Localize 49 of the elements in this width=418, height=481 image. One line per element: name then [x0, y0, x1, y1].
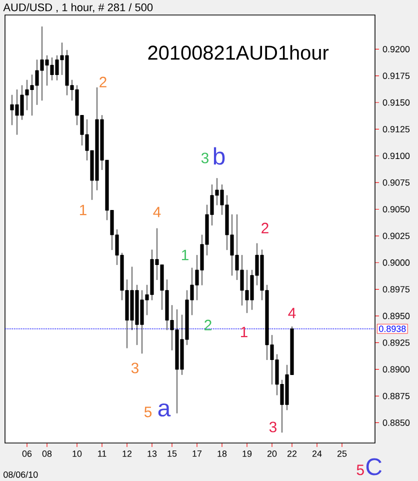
x-tick-label: 20: [267, 450, 277, 457]
x-tick-label: 24: [312, 450, 322, 457]
annotation: 5: [144, 406, 152, 418]
y-tick-label: 0.9150: [382, 99, 410, 106]
annotation: 2: [204, 320, 212, 330]
annotation: 2: [100, 76, 106, 88]
x-tick-label: 13: [148, 450, 157, 457]
ref-line-label: 0.8938: [379, 326, 406, 332]
x-tick-label: 08: [42, 450, 52, 457]
y-tick-label: 0.8975: [382, 286, 410, 292]
annotation: 3: [131, 362, 138, 374]
annotation: 1: [80, 204, 86, 216]
y-tick-label: 0.9075: [382, 179, 410, 186]
x-tick-label: 12: [122, 450, 132, 457]
x-tick-label: 22: [287, 450, 297, 457]
x-tick-label: 19: [242, 450, 252, 457]
text: 20100821AUD1hour: [148, 45, 329, 60]
y-tick-label: 0.8875: [382, 392, 410, 400]
y-tick-label: 0.9200: [382, 46, 410, 52]
text: C: [366, 458, 382, 476]
x-tick-label: 15: [168, 450, 177, 457]
x-tick-label: 25: [337, 450, 347, 457]
y-tick-label: 0.8850: [382, 420, 410, 426]
annotation: 1: [240, 326, 248, 338]
annotation: 1: [182, 250, 188, 260]
annotation: 3: [269, 422, 276, 432]
y-tick-label: 0.8900: [382, 366, 410, 373]
x-tick-label: 11: [98, 450, 106, 457]
y-tick-label: 0.9100: [382, 152, 410, 160]
x-tick-label: 17: [192, 450, 202, 457]
annotation: a: [158, 403, 171, 417]
annotation: b: [214, 147, 225, 165]
chart-title: AUD/USD , 1 hour, # 281 / 500: [3, 3, 153, 13]
y-tick-label: 0.8950: [382, 312, 410, 320]
x-tick-label: 10: [72, 450, 82, 457]
y-tick-label: 0.9000: [382, 259, 410, 266]
annotation: 3: [201, 152, 208, 164]
annotation: 4: [153, 206, 161, 218]
y-tick-label: 0.9025: [382, 232, 410, 240]
annotation: 4: [288, 308, 296, 318]
text: 5: [356, 464, 364, 476]
x-tick-label: 18: [218, 450, 227, 457]
y-tick-label: 0.8925: [382, 339, 410, 346]
y-tick-label: 0.9050: [382, 206, 410, 212]
annotation: 2: [262, 222, 268, 234]
x-tick-label: 06: [22, 450, 32, 457]
text: 08/06/10: [4, 471, 38, 478]
y-tick-label: 0.9175: [382, 72, 410, 80]
y-tick-label: 0.9125: [382, 126, 410, 132]
